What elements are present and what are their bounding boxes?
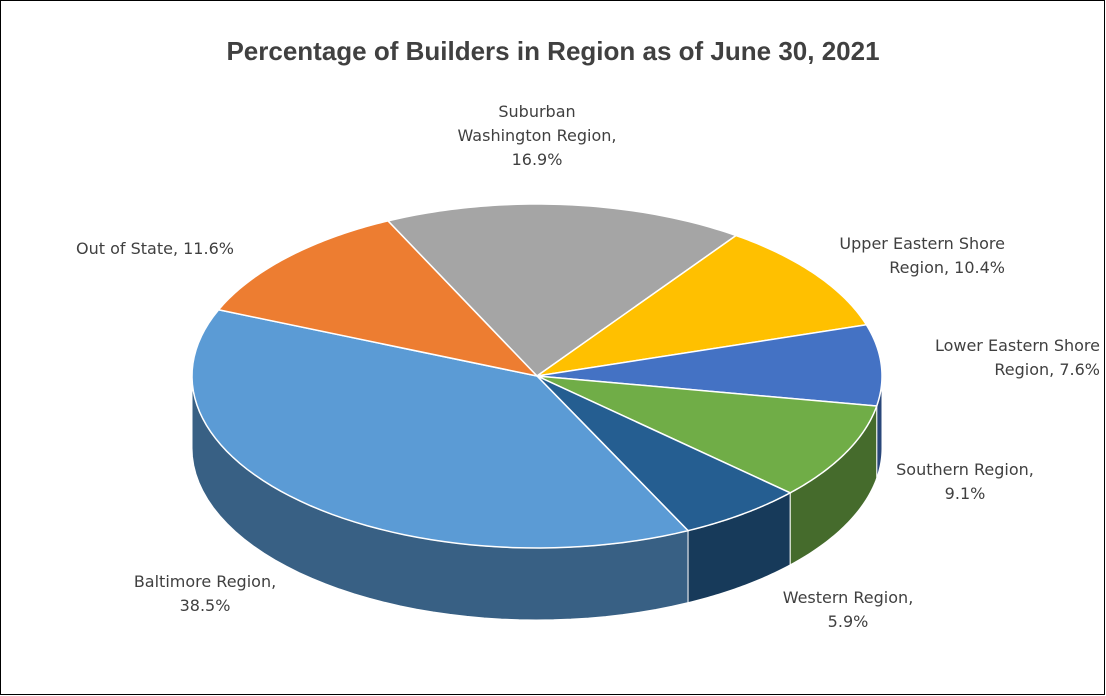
data-label: Suburban Washington Region, 16.9% [457,100,617,172]
label-category: Suburban Washington Region [457,102,612,145]
data-label-text: Lower Eastern Shore Region, 7.6% [900,334,1100,382]
slice [536,234,868,377]
label-separator: , [172,239,184,258]
tops [191,203,883,549]
slice [536,323,883,407]
label-value: 9.1% [944,484,986,503]
data-label: Western Region, 5.9% [768,586,928,634]
data-label-text: Baltimore Region, 38.5% [125,570,285,618]
data-label-text: Suburban Washington Region, 16.9% [457,100,617,172]
label-value: 16.9% [511,150,563,169]
sides [191,375,883,621]
slice [191,308,690,549]
data-label-text: Out of State, 11.6% [76,237,326,261]
data-label: Upper Eastern Shore Region, 10.4% [830,232,1005,280]
label-value: 10.4% [954,258,1005,277]
label-value: 11.6% [183,239,234,258]
label-category: Baltimore Region [133,572,272,591]
data-label-text: Western Region, 5.9% [768,586,928,634]
label-separator: , [944,258,955,277]
label-separator: , [908,588,919,607]
data-label: Lower Eastern Shore Region, 7.6% [900,334,1100,382]
data-label-text: Southern Region, 9.1% [885,458,1045,506]
data-label: Southern Region, 9.1% [885,458,1045,506]
data-label: Out of State, 11.6% [76,237,326,261]
data-label: Baltimore Region, 38.5% [125,570,285,618]
chart-title: Percentage of Builders in Region as of J… [226,36,879,66]
label-separator: , [271,572,282,591]
slice [386,203,738,377]
label-value: 38.5% [179,596,231,615]
label-separator: , [1028,460,1039,479]
slice [536,375,878,494]
label-value: 5.9% [827,612,869,631]
label-category: Southern Region [896,460,1029,479]
slice [217,220,540,378]
label-value: 7.6% [1059,360,1100,379]
data-label-text: Upper Eastern Shore Region, 10.4% [830,232,1005,280]
label-category: Upper Eastern Shore Region [839,234,1005,277]
label-separator: , [611,126,617,145]
label-category: Western Region [782,588,909,607]
label-category: Lower Eastern Shore Region [934,336,1100,379]
label-separator: , [1049,360,1060,379]
label-category: Out of State [76,239,173,258]
slice [536,375,792,532]
